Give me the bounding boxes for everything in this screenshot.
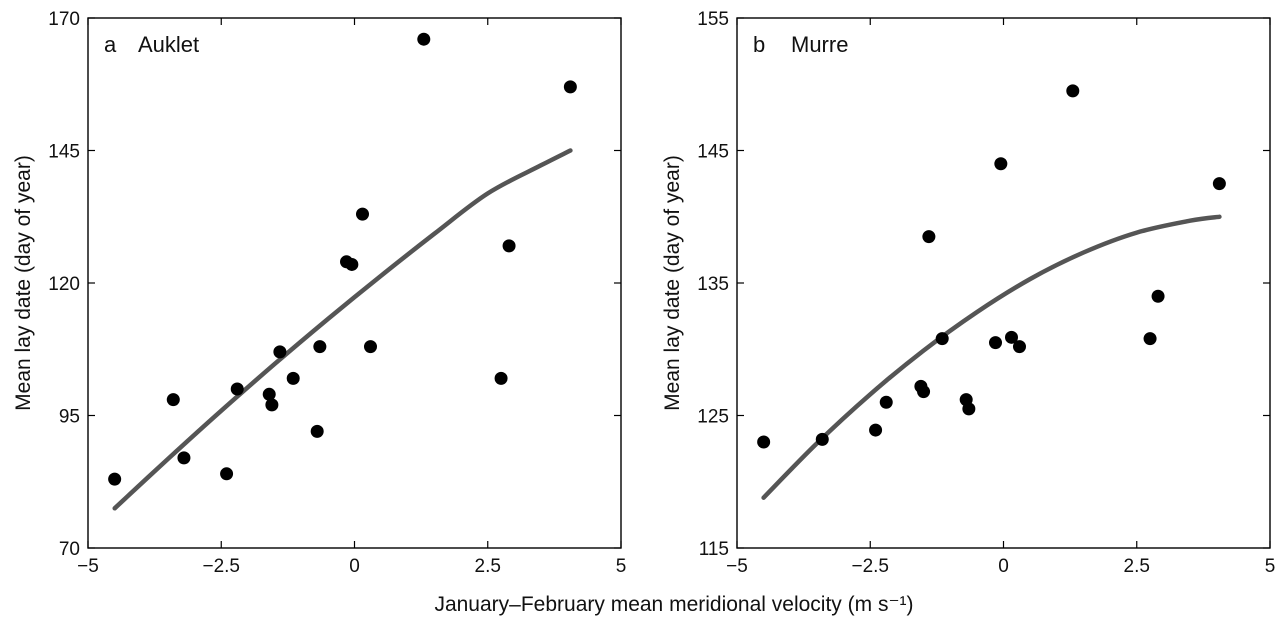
- panel-letter: a: [104, 32, 117, 57]
- ticks: −5 −2.5 0 2.5 5 70 95 120 145 170: [48, 9, 626, 577]
- data-points: [108, 32, 577, 486]
- y-tick-label: 120: [48, 274, 80, 295]
- data-point: [310, 424, 324, 438]
- data-point: [363, 340, 377, 354]
- data-points: [757, 84, 1226, 449]
- y-tick-label: 155: [697, 9, 729, 30]
- data-point: [273, 345, 287, 359]
- data-point: [962, 402, 976, 416]
- x-tick-label: 0: [349, 556, 360, 577]
- fit-curves: [761, 214, 1222, 500]
- data-point: [230, 382, 244, 396]
- x-tick-label: −5: [77, 556, 99, 577]
- panel-letter: b: [753, 32, 765, 57]
- y-tick-label: 135: [697, 274, 729, 295]
- data-point: [265, 398, 279, 412]
- panel-auklet: −5 −2.5 0 2.5 5 70 95 120 145 170 a Auklet Mean l…: [12, 9, 626, 577]
- data-point: [108, 472, 122, 486]
- x-tick-label: −2.5: [202, 556, 240, 577]
- data-point: [177, 451, 191, 465]
- x-tick-label: −5: [726, 556, 748, 577]
- x-tick-label: 5: [616, 556, 627, 577]
- data-point: [563, 80, 577, 94]
- x-axis-label: January–February mean meridional velocit…: [434, 593, 913, 616]
- data-point: [989, 336, 1003, 350]
- data-point: [1212, 177, 1226, 191]
- data-point: [869, 423, 883, 437]
- y-tick-label: 95: [59, 407, 80, 428]
- x-tick-label: 5: [1265, 556, 1276, 577]
- y-tick-label: 170: [48, 9, 80, 30]
- data-point: [166, 393, 180, 407]
- plot-frame: [736, 17, 1271, 549]
- y-tick-label: 145: [48, 142, 80, 163]
- data-point: [757, 435, 771, 449]
- plot-frame: [87, 17, 622, 549]
- data-point: [935, 332, 949, 346]
- data-point: [1066, 84, 1080, 98]
- x-tick-label: −2.5: [851, 556, 889, 577]
- x-tick-label: 0: [998, 556, 1009, 577]
- data-point: [286, 371, 300, 385]
- fit-curve: [761, 214, 1222, 500]
- y-tick-label: 70: [59, 539, 80, 560]
- data-point: [994, 157, 1008, 171]
- data-point: [1004, 330, 1018, 344]
- x-tick-label: 2.5: [1124, 556, 1150, 577]
- y-tick-label: 125: [697, 407, 729, 428]
- y-tick-label: 115: [699, 539, 729, 560]
- y-tick-label: 145: [697, 142, 729, 163]
- data-point: [815, 432, 829, 446]
- y-axis-label: Mean lay date (day of year): [661, 155, 684, 411]
- data-point: [879, 395, 893, 409]
- data-point: [1151, 289, 1165, 303]
- data-point: [494, 371, 508, 385]
- data-point: [1012, 340, 1026, 354]
- panel-murre: −5 −2.5 0 2.5 5 115 125 135 145 155 b Murre Mean …: [661, 9, 1275, 577]
- data-point: [220, 467, 234, 481]
- x-tick-label: 2.5: [475, 556, 501, 577]
- data-point: [262, 387, 276, 401]
- panel-title: Auklet: [138, 32, 199, 57]
- data-point: [313, 340, 327, 354]
- data-point: [502, 239, 516, 253]
- panel-title: Murre: [791, 32, 848, 57]
- fit-curve: [112, 148, 573, 511]
- data-point: [1143, 332, 1157, 346]
- y-axis-label: Mean lay date (day of year): [12, 155, 35, 411]
- fit-curves: [112, 148, 573, 511]
- data-point: [922, 230, 936, 244]
- data-point: [345, 257, 359, 271]
- data-point: [417, 32, 431, 46]
- ticks: −5 −2.5 0 2.5 5 115 125 135 145 155: [697, 9, 1275, 577]
- data-point: [355, 207, 369, 221]
- data-point: [917, 385, 931, 399]
